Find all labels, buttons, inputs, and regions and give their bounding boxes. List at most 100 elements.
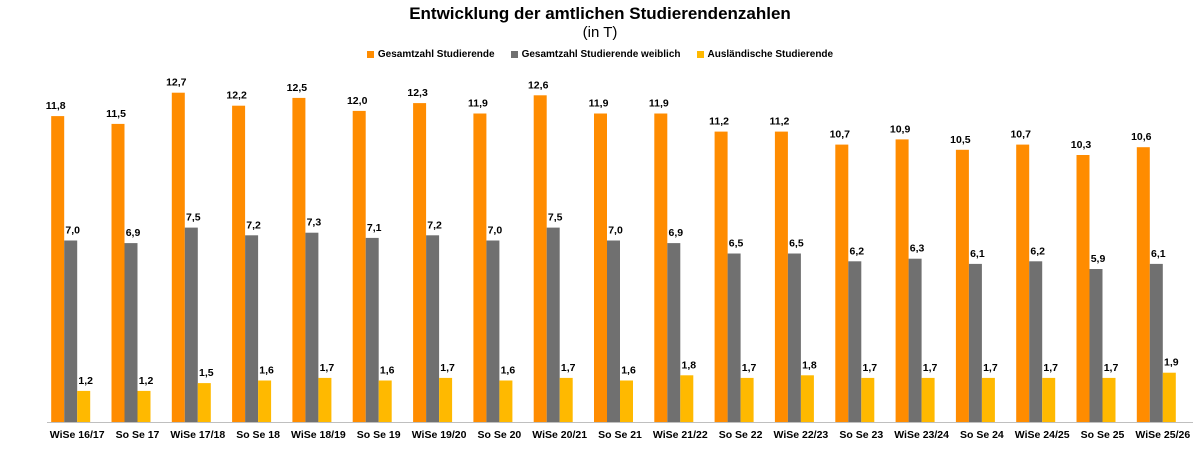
data-label-series1-12: 6,5 [789, 238, 804, 250]
data-label-series0-15: 10,5 [950, 134, 971, 146]
chart-title: Entwicklung der amtlichen Studierendenza… [409, 4, 791, 23]
chart-legend: Gesamtzahl Studierende Gesamtzahl Studie… [0, 49, 1200, 60]
data-label-series2-9: 1,6 [621, 365, 636, 377]
legend-label-weiblich: Gesamtzahl Studierende weiblich [521, 49, 681, 60]
data-label-series2-5: 1,6 [380, 365, 395, 377]
data-label-series2-3: 1,6 [259, 365, 274, 377]
data-label-series2-8: 1,7 [561, 362, 576, 374]
chart-subtitle: (in T) [582, 24, 618, 41]
data-label-series2-15: 1,7 [983, 362, 998, 374]
bar-series2-14 [921, 377, 935, 422]
bar-series1-6 [426, 235, 440, 422]
bar-series1-5 [365, 237, 379, 422]
bar-series2-0 [77, 390, 91, 422]
data-label-series1-0: 7,0 [65, 225, 80, 237]
data-label-series1-7: 7,0 [488, 225, 503, 237]
x-tick-label-1: So Se 17 [116, 429, 160, 441]
legend-item-gesamt: Gesamtzahl Studierende [366, 49, 495, 60]
legend-swatch-weiblich [510, 51, 518, 58]
bar-series1-15 [968, 263, 982, 422]
data-label-series0-14: 10,9 [890, 123, 911, 135]
data-label-series1-5: 7,1 [367, 222, 382, 234]
bar-series0-16 [1016, 144, 1030, 422]
bar-series2-6 [439, 377, 453, 422]
data-label-series0-16: 10,7 [1010, 129, 1031, 141]
data-label-series0-13: 10,7 [830, 129, 851, 141]
x-tick-label-18: WiSe 25/26 [1135, 429, 1190, 441]
bar-series2-13 [861, 377, 875, 422]
bar-series2-9 [620, 380, 633, 422]
bar-series2-8 [559, 377, 573, 422]
x-tick-label-10: WiSe 21/22 [653, 429, 708, 441]
data-label-series0-2: 12,7 [166, 77, 187, 89]
data-label-series0-17: 10,3 [1071, 139, 1092, 151]
legend-swatch-auslaendisch [696, 51, 704, 58]
legend-label-gesamt: Gesamtzahl Studierende [377, 49, 495, 60]
bar-series2-12 [800, 375, 814, 422]
x-tick-label-3: So Se 18 [236, 429, 280, 441]
data-label-series2-10: 1,8 [681, 359, 696, 371]
bar-series2-10 [680, 375, 694, 422]
bar-series0-5 [352, 110, 366, 423]
bar-series0-8 [533, 95, 547, 423]
data-label-series0-8: 12,6 [528, 79, 549, 91]
bar-series1-0 [64, 240, 78, 422]
data-label-series0-1: 11,5 [106, 108, 126, 120]
data-label-series1-2: 7,5 [186, 212, 201, 224]
data-label-series0-10: 11,9 [649, 98, 669, 110]
bar-series0-4 [292, 97, 306, 423]
data-label-series2-4: 1,7 [320, 362, 335, 374]
x-tick-label-4: WiSe 18/19 [291, 429, 346, 441]
data-label-series0-6: 12,3 [407, 87, 428, 99]
x-tick-label-14: WiSe 23/24 [894, 429, 949, 441]
bar-series1-9 [607, 240, 620, 422]
bar-series0-10 [654, 113, 668, 422]
data-label-series1-6: 7,2 [427, 219, 442, 231]
bar-series2-4 [318, 377, 332, 422]
bar-series1-13 [848, 261, 862, 422]
bar-series0-17 [1076, 155, 1090, 422]
data-label-series2-12: 1,8 [802, 359, 817, 371]
bar-series1-14 [908, 258, 922, 422]
legend-item-auslaendisch: Ausländische Studierende [696, 49, 834, 60]
data-label-series0-11: 11,2 [709, 116, 729, 128]
data-label-series0-18: 10,6 [1131, 131, 1152, 143]
bar-series0-0 [51, 116, 65, 422]
bar-series2-16 [1042, 377, 1056, 422]
bar-series1-10 [667, 243, 681, 422]
data-label-series1-15: 6,1 [970, 248, 985, 260]
data-label-series0-12: 11,2 [769, 116, 789, 128]
data-label-series2-18: 1,9 [1164, 357, 1179, 369]
x-tick-label-8: WiSe 20/21 [532, 429, 587, 441]
bar-series0-7 [473, 113, 487, 422]
data-label-series1-10: 6,9 [668, 227, 683, 239]
bar-series2-1 [137, 390, 151, 422]
legend-item-weiblich: Gesamtzahl Studierende weiblich [510, 49, 681, 60]
bar-series1-2 [184, 227, 198, 422]
data-label-series1-4: 7,3 [307, 217, 322, 229]
data-label-series0-4: 12,5 [287, 82, 308, 94]
legend-label-auslaendisch: Ausländische Studierende [707, 49, 834, 60]
bar-series0-6 [413, 103, 427, 422]
x-tick-label-13: So Se 23 [839, 429, 883, 441]
data-label-series0-0: 11,8 [46, 100, 66, 112]
x-tick-label-5: So Se 19 [357, 429, 401, 441]
data-label-series1-18: 6,1 [1151, 248, 1166, 260]
data-label-series1-11: 6,5 [729, 238, 744, 250]
bar-series0-15 [955, 149, 969, 423]
x-tick-label-17: So Se 25 [1081, 429, 1125, 441]
bar-series2-11 [740, 377, 754, 422]
bar-series0-11 [714, 131, 728, 422]
bar-series2-2 [197, 383, 211, 422]
x-tick-label-0: WiSe 16/17 [50, 429, 105, 441]
data-label-series2-6: 1,7 [440, 362, 455, 374]
bar-series0-2 [171, 92, 185, 422]
data-label-series2-2: 1,5 [199, 367, 214, 379]
bar-series0-1 [111, 123, 125, 423]
bar-series1-1 [124, 243, 138, 422]
bar-series2-5 [378, 380, 392, 422]
x-tick-label-6: WiSe 19/20 [412, 429, 467, 441]
data-label-series2-1: 1,2 [139, 375, 154, 387]
bar-series1-3 [245, 235, 259, 422]
